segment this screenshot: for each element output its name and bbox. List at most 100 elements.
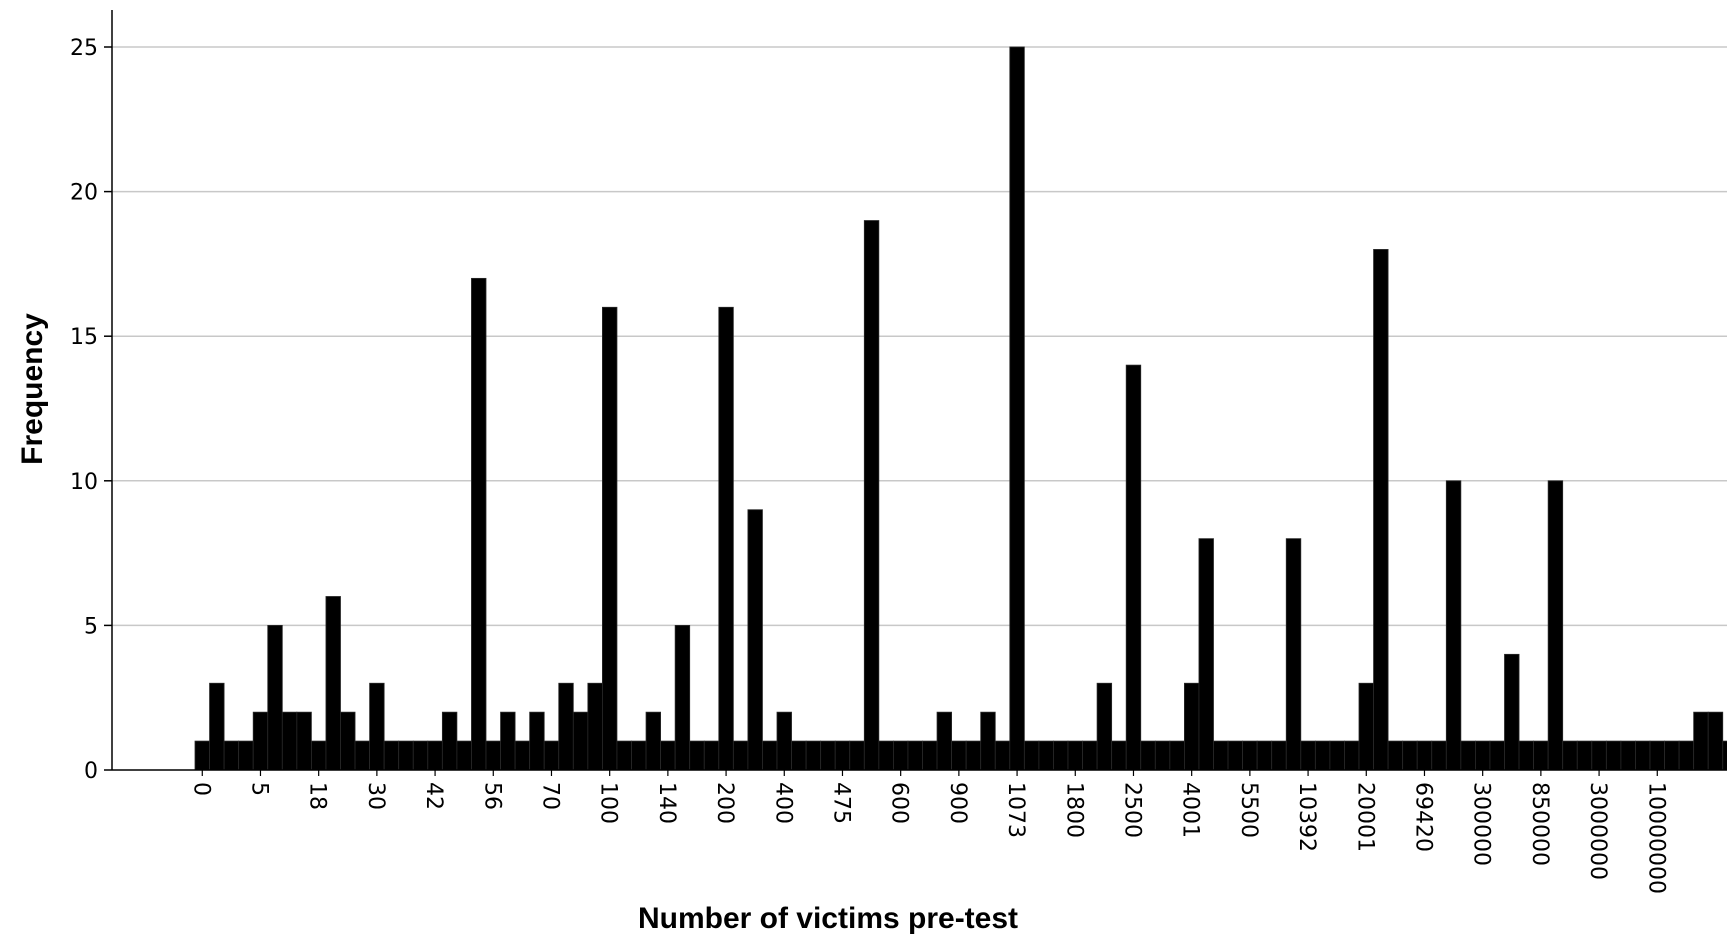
histogram-bar bbox=[1053, 740, 1069, 771]
histogram-bar bbox=[427, 740, 443, 771]
x-tick-label: 100 bbox=[596, 782, 621, 824]
histogram-bar bbox=[762, 740, 778, 771]
x-tick-label: 69420 bbox=[1410, 782, 1435, 852]
histogram-bar bbox=[1402, 740, 1418, 771]
histogram-bar bbox=[1547, 480, 1564, 771]
histogram-bar bbox=[587, 682, 603, 771]
histogram-bar bbox=[951, 740, 967, 771]
x-tick-label: 56 bbox=[479, 782, 504, 810]
x-tick-label: 70 bbox=[537, 782, 562, 810]
histogram-bar bbox=[849, 740, 865, 771]
histogram-bar bbox=[1722, 740, 1727, 771]
histogram-bar bbox=[1198, 538, 1214, 771]
histogram-bar bbox=[238, 740, 254, 771]
x-tick-label: 0 bbox=[188, 782, 213, 796]
histogram-bar bbox=[1707, 711, 1724, 771]
x-tick-label: 10000000 bbox=[1643, 782, 1668, 894]
histogram-bar bbox=[1533, 740, 1549, 771]
histogram-bar bbox=[194, 740, 210, 771]
histogram-bar bbox=[1475, 740, 1491, 771]
histogram-bar bbox=[1329, 740, 1345, 771]
x-tick-label: 2500 bbox=[1119, 782, 1144, 838]
histogram-bar bbox=[1460, 740, 1476, 771]
histogram-bar bbox=[980, 711, 996, 771]
histogram-bar bbox=[791, 740, 807, 771]
histogram-bar bbox=[1169, 740, 1185, 771]
y-tick-label: 0 bbox=[84, 759, 98, 784]
y-tick-label: 20 bbox=[70, 181, 98, 206]
histogram-bar bbox=[412, 740, 429, 771]
x-tick-label: 1800 bbox=[1061, 782, 1086, 838]
gridlines bbox=[112, 46, 1727, 627]
x-tick-label: 10392 bbox=[1294, 782, 1319, 852]
histogram-bar bbox=[1038, 740, 1054, 771]
x-tick-label: 300000 bbox=[1469, 782, 1494, 866]
histogram-bar bbox=[209, 682, 225, 771]
histogram-bar bbox=[1387, 740, 1404, 771]
histogram-bar bbox=[1562, 740, 1578, 771]
x-tick-label: 5500 bbox=[1236, 782, 1261, 838]
x-axis-title: Number of victims pre-test bbox=[638, 902, 1018, 935]
histogram-bar bbox=[1664, 740, 1680, 771]
x-tick-label: 1073 bbox=[1003, 782, 1028, 838]
histogram-bar bbox=[602, 306, 618, 771]
histogram-bar bbox=[267, 625, 283, 771]
histogram-bar bbox=[718, 306, 734, 771]
histogram-bar bbox=[310, 740, 327, 771]
histogram-bar bbox=[1416, 740, 1433, 771]
x-tick-label: 200 bbox=[712, 782, 737, 824]
histogram-bar bbox=[1445, 480, 1462, 771]
histogram-bar bbox=[398, 740, 414, 771]
histogram-bar bbox=[1300, 740, 1316, 771]
histogram-bar bbox=[340, 711, 356, 771]
histogram-bar bbox=[1344, 740, 1360, 771]
y-tick-label: 10 bbox=[70, 470, 98, 495]
y-axis-ticks: 0 5 10 15 20 25 bbox=[70, 36, 112, 784]
histogram-bar bbox=[252, 711, 269, 771]
histogram-bar bbox=[1489, 740, 1505, 771]
histogram-bar bbox=[689, 740, 705, 771]
histogram-bar bbox=[281, 711, 298, 771]
histogram-bar bbox=[805, 740, 822, 771]
histogram-bar bbox=[223, 740, 240, 771]
x-tick-label: 18 bbox=[305, 782, 330, 810]
histogram-bar bbox=[863, 220, 880, 771]
histogram-bar bbox=[558, 682, 574, 771]
histogram-bar bbox=[514, 740, 531, 771]
histogram-bar bbox=[1576, 740, 1593, 771]
histogram-bar bbox=[820, 740, 836, 771]
histogram-bar bbox=[907, 740, 923, 771]
histogram-bar bbox=[893, 740, 909, 771]
histogram-bar bbox=[1605, 740, 1622, 771]
histogram-bar bbox=[747, 509, 763, 771]
histogram-bar bbox=[369, 682, 385, 771]
y-axis-title: Frequency bbox=[16, 313, 49, 465]
x-tick-label: 5 bbox=[246, 782, 271, 796]
y-tick-label: 15 bbox=[70, 325, 98, 350]
x-tick-label: 3000000 bbox=[1585, 782, 1610, 880]
histogram-bar bbox=[1504, 653, 1520, 771]
histogram-bar bbox=[1693, 711, 1709, 771]
histogram-bar bbox=[383, 740, 400, 771]
histogram-bar bbox=[1242, 740, 1258, 771]
histogram-bar bbox=[1591, 740, 1607, 771]
histogram-bar bbox=[441, 711, 458, 771]
histogram-bar bbox=[1431, 740, 1447, 771]
histogram-bar bbox=[456, 740, 472, 771]
histogram-bar bbox=[1213, 740, 1229, 771]
x-axis-ticks: 0 5 18 30 42 56 70 100 140 200 400 475 600 900 1073 180… bbox=[188, 770, 1668, 894]
histogram-bar bbox=[1111, 740, 1127, 771]
x-tick-label: 400 bbox=[770, 782, 795, 824]
histogram-bar bbox=[485, 740, 501, 771]
histogram-bar bbox=[1023, 740, 1040, 771]
histogram-bar bbox=[1009, 46, 1025, 771]
histogram-bar bbox=[1096, 682, 1113, 771]
histogram-bar bbox=[1649, 740, 1665, 771]
histogram-bar bbox=[1082, 740, 1098, 771]
x-tick-label: 475 bbox=[828, 782, 853, 824]
histogram-bar bbox=[834, 740, 851, 771]
histogram-bar bbox=[296, 711, 312, 771]
histogram-bar bbox=[776, 711, 792, 771]
histogram-bar bbox=[1678, 740, 1695, 771]
